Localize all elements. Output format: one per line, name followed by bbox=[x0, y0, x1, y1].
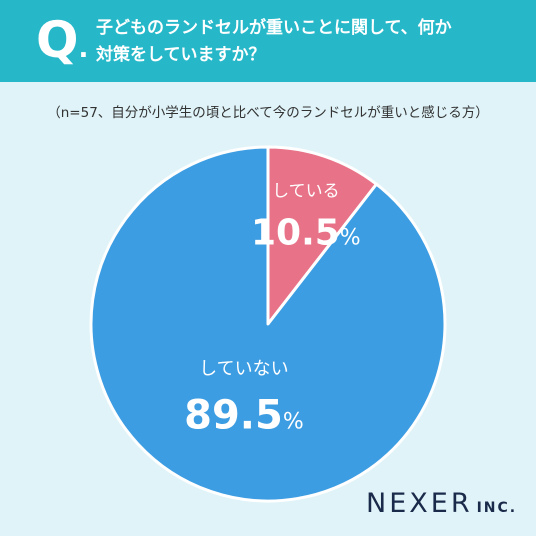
question-line-2: 対策をしていますか？ bbox=[96, 45, 266, 65]
pie-slice-0 bbox=[266, 145, 378, 326]
logo-suffix: INC. bbox=[476, 500, 518, 516]
question-header: Q. 子どものランドセルが重いことに関して、何か 対策をしていますか？ bbox=[0, 0, 536, 82]
slice-label-1: していない bbox=[199, 358, 288, 379]
slice-label-0: している bbox=[272, 181, 340, 201]
sample-note: （n=57、自分が小学生の頃と比べて今のランドセルが重いと感じる方） bbox=[47, 105, 489, 121]
question-text: 子どものランドセルが重いことに関して、何か 対策をしていますか？ bbox=[96, 15, 516, 69]
slice-value-0: 10.5% bbox=[251, 212, 361, 253]
q-mark: Q. bbox=[36, 11, 89, 69]
nexer-logo: NEXER INC. bbox=[366, 488, 517, 519]
question-line-1: 子どものランドセルが重いことに関して、何か bbox=[96, 18, 452, 38]
slice-value-1: 89.5% bbox=[184, 392, 304, 438]
pie-slice-1 bbox=[89, 145, 447, 503]
logo-name: NEXER bbox=[366, 488, 473, 519]
